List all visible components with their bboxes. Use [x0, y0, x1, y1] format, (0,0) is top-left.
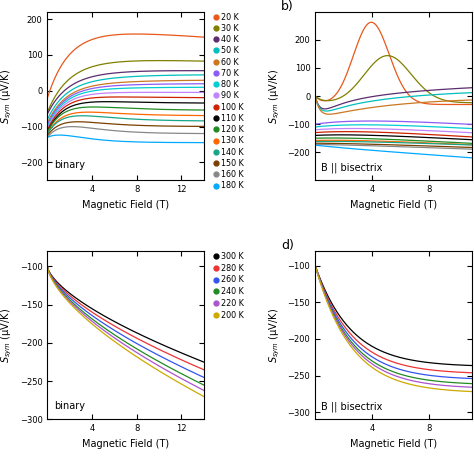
Y-axis label: $S_{sym}$ (μV/K): $S_{sym}$ (μV/K)	[0, 69, 14, 124]
Y-axis label: $S_{sym}$ (μV/K): $S_{sym}$ (μV/K)	[267, 308, 282, 363]
Y-axis label: $S_{sym}$ (μV/K): $S_{sym}$ (μV/K)	[0, 308, 14, 363]
X-axis label: Magnetic Field (T): Magnetic Field (T)	[82, 200, 169, 210]
Text: binary: binary	[54, 160, 85, 170]
X-axis label: Magnetic Field (T): Magnetic Field (T)	[350, 439, 437, 449]
Legend: 300 K, 280 K, 260 K, 240 K, 220 K, 200 K: 300 K, 280 K, 260 K, 240 K, 220 K, 200 K	[214, 252, 243, 320]
Text: b): b)	[281, 0, 293, 13]
Text: binary: binary	[54, 401, 85, 411]
Legend: 20 K, 30 K, 40 K, 50 K, 60 K, 70 K, 80 K, 90 K, 100 K, 110 K, 120 K, 130 K, 140 : 20 K, 30 K, 40 K, 50 K, 60 K, 70 K, 80 K…	[214, 12, 243, 191]
Text: B || bisectrix: B || bisectrix	[321, 162, 383, 173]
Text: B || bisectrix: B || bisectrix	[321, 401, 383, 412]
Y-axis label: $S_{sym}$ (μV/K): $S_{sym}$ (μV/K)	[268, 69, 282, 124]
X-axis label: Magnetic Field (T): Magnetic Field (T)	[82, 439, 169, 449]
X-axis label: Magnetic Field (T): Magnetic Field (T)	[350, 200, 437, 210]
Text: d): d)	[281, 239, 294, 252]
